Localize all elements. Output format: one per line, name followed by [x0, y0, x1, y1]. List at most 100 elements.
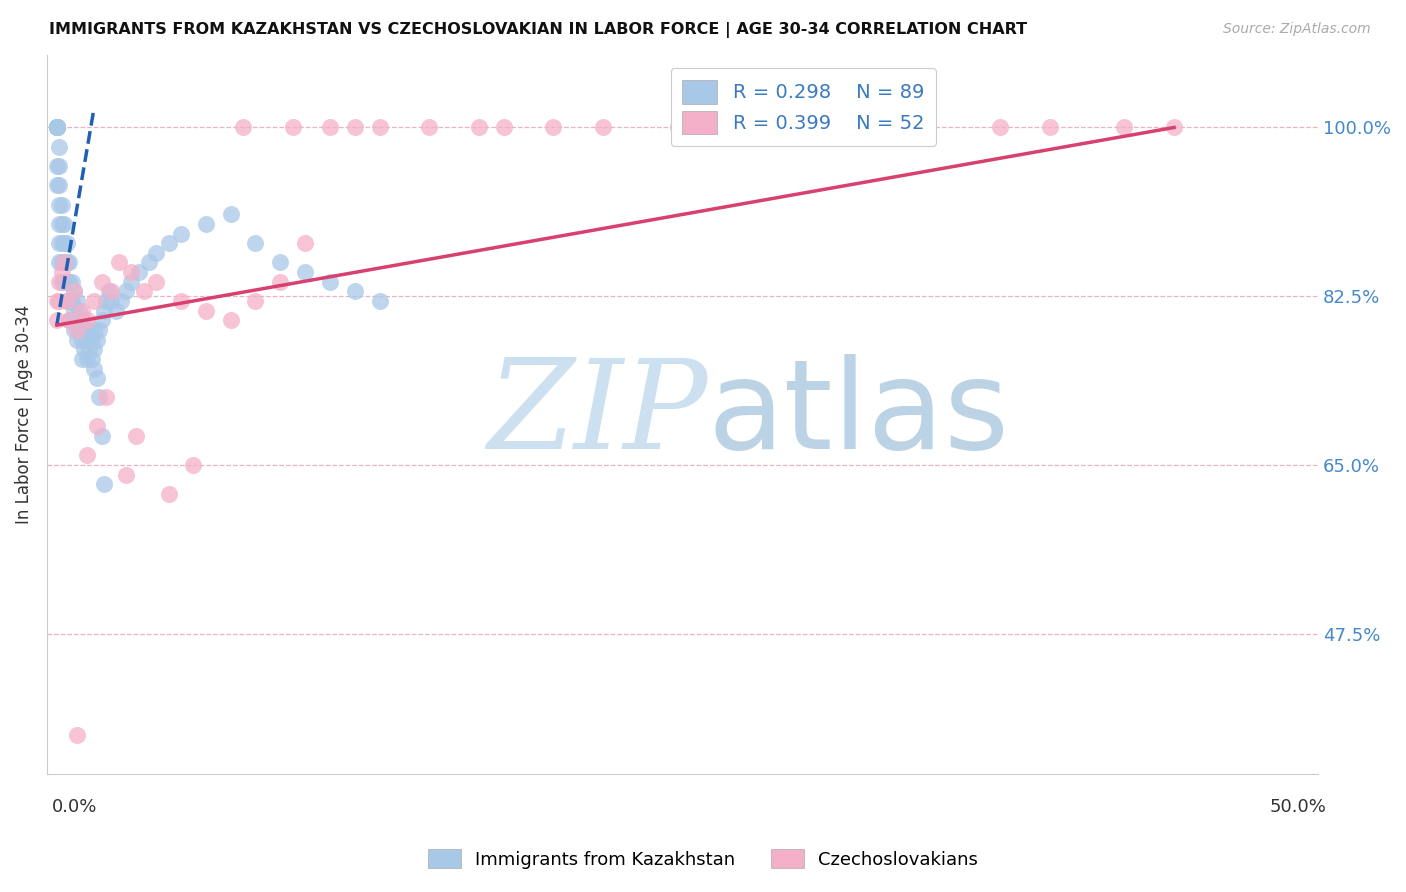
Point [45, 120, 67, 135]
Point [58, 293, 80, 308]
Point [76, 333, 98, 347]
Text: ZIP: ZIP [488, 353, 709, 475]
Text: 50.0%: 50.0% [1270, 797, 1327, 815]
Point [45, 120, 67, 135]
Point [45, 120, 67, 135]
Point [319, 120, 342, 135]
Point [343, 285, 366, 299]
Point [100, 285, 122, 299]
Point [45, 120, 67, 135]
Point [60, 293, 83, 308]
Point [108, 255, 131, 269]
Point [53, 255, 76, 269]
Point [51, 236, 73, 251]
Point [87, 391, 110, 405]
Point [48, 159, 70, 173]
Point [55, 293, 77, 308]
Point [1039, 120, 1062, 135]
Point [90, 275, 112, 289]
Point [120, 265, 142, 279]
Point [58, 313, 80, 327]
Point [58, 255, 80, 269]
Point [70, 303, 93, 318]
Point [368, 120, 391, 135]
Point [914, 120, 936, 135]
Point [86, 371, 108, 385]
Point [128, 265, 150, 279]
Point [58, 313, 80, 327]
Point [170, 227, 193, 241]
Point [67, 323, 90, 337]
Point [63, 303, 86, 318]
Point [66, 293, 89, 308]
Point [105, 303, 128, 318]
Point [48, 275, 70, 289]
Point [86, 419, 108, 434]
Point [90, 313, 112, 327]
Point [194, 303, 217, 318]
Point [145, 245, 167, 260]
Point [1114, 120, 1136, 135]
Point [245, 236, 267, 251]
Point [80, 333, 103, 347]
Point [60, 275, 83, 289]
Point [45, 159, 67, 173]
Point [60, 313, 83, 327]
Point [294, 236, 316, 251]
Point [468, 120, 491, 135]
Point [76, 313, 98, 327]
Point [66, 333, 89, 347]
Point [115, 467, 138, 482]
Point [110, 293, 132, 308]
Point [96, 293, 118, 308]
Point [96, 391, 118, 405]
Point [86, 333, 108, 347]
Point [97, 285, 120, 299]
Y-axis label: In Labor Force | Age 30-34: In Labor Force | Age 30-34 [15, 305, 32, 524]
Point [66, 728, 89, 742]
Text: 0.0%: 0.0% [52, 797, 97, 815]
Point [83, 361, 105, 376]
Point [120, 275, 142, 289]
Point [145, 275, 167, 289]
Point [53, 255, 76, 269]
Point [48, 293, 70, 308]
Point [67, 303, 90, 318]
Point [77, 343, 100, 357]
Point [170, 293, 193, 308]
Point [70, 351, 93, 366]
Point [716, 120, 738, 135]
Point [76, 448, 98, 462]
Point [157, 487, 180, 501]
Point [80, 351, 103, 366]
Point [138, 255, 160, 269]
Point [53, 217, 76, 231]
Point [492, 120, 515, 135]
Point [48, 140, 70, 154]
Point [51, 255, 73, 269]
Point [55, 255, 77, 269]
Point [100, 293, 122, 308]
Point [45, 120, 67, 135]
Point [70, 313, 93, 327]
Point [48, 255, 70, 269]
Point [66, 313, 89, 327]
Point [55, 236, 77, 251]
Point [63, 323, 86, 337]
Point [418, 120, 440, 135]
Point [90, 429, 112, 443]
Point [232, 120, 254, 135]
Point [93, 477, 115, 491]
Point [83, 293, 105, 308]
Point [53, 236, 76, 251]
Point [55, 275, 77, 289]
Point [77, 323, 100, 337]
Point [51, 197, 73, 211]
Point [115, 285, 138, 299]
Text: Source: ZipAtlas.com: Source: ZipAtlas.com [1223, 22, 1371, 37]
Point [73, 343, 96, 357]
Point [55, 293, 77, 308]
Point [45, 293, 67, 308]
Point [666, 120, 689, 135]
Point [48, 178, 70, 193]
